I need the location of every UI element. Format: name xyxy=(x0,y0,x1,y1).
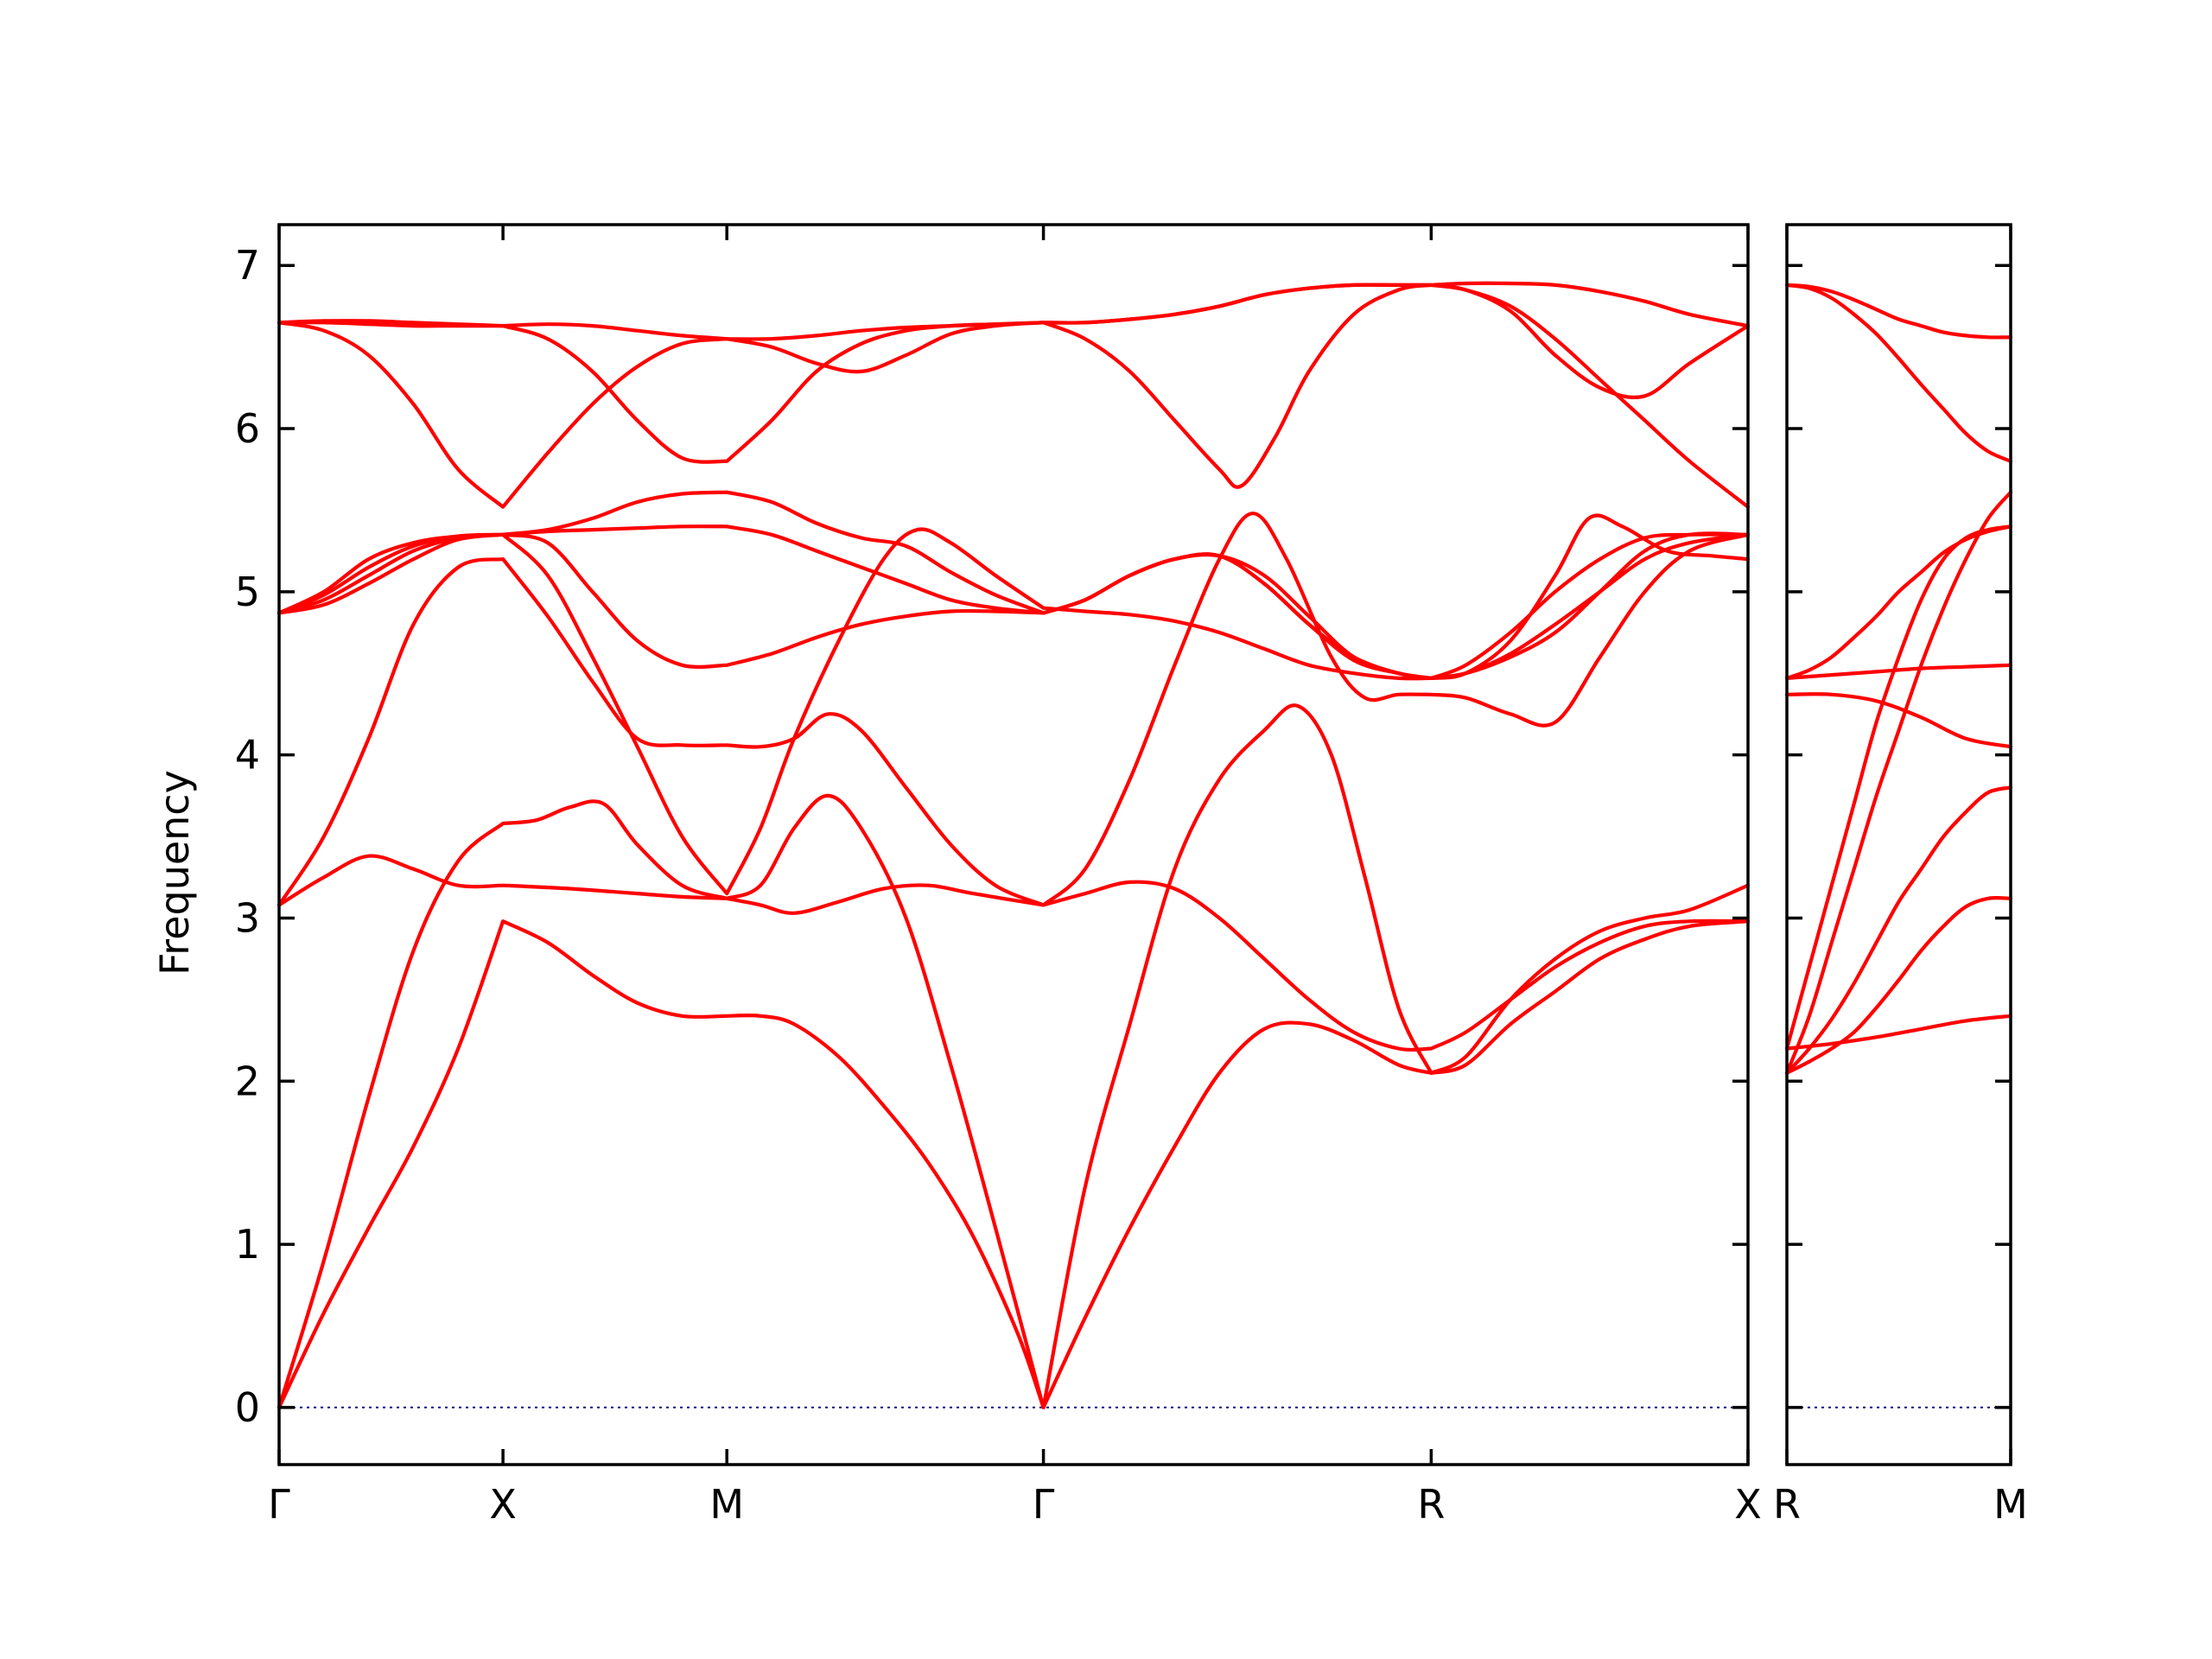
x-tick-label: Γ xyxy=(268,1481,290,1528)
band-7 xyxy=(276,513,1751,680)
band-6 xyxy=(1784,692,2013,749)
band-9 xyxy=(1784,283,2013,340)
band-10 xyxy=(276,283,1751,509)
band-1 xyxy=(1784,895,2013,1075)
band-3 xyxy=(276,854,1751,1052)
y-tick-label: 2 xyxy=(235,1058,260,1104)
main-panel: Γ X M Γ R X 0 1 2 3 4 5 6 7 xyxy=(235,223,1762,1528)
x-tick-label: R xyxy=(1417,1481,1445,1528)
band-7 xyxy=(1784,663,2013,680)
x-tick-label: M xyxy=(1993,1481,2028,1528)
y-tick-label: 7 xyxy=(235,242,260,289)
x-tick-label: Γ xyxy=(1033,1481,1055,1528)
band-3 xyxy=(1784,1014,2013,1051)
band-4 xyxy=(276,512,1751,907)
y-tick-label: 4 xyxy=(235,732,260,779)
axis-ticks xyxy=(1785,225,2012,1465)
band-5 xyxy=(1784,490,2013,1075)
axis-ticks xyxy=(277,225,1750,1465)
band-5 xyxy=(276,527,1751,896)
band-8 xyxy=(276,490,1751,680)
band-2 xyxy=(1784,785,2013,1075)
x-tick-label: X xyxy=(1734,1481,1762,1528)
band-8 xyxy=(1784,524,2013,680)
band-1 xyxy=(276,919,1751,1409)
band-4 xyxy=(1784,524,2013,1051)
right-plot-frame xyxy=(1785,223,2012,1466)
y-tick-label: 5 xyxy=(235,569,260,615)
band-11 xyxy=(276,281,1751,374)
y-tick-label: 3 xyxy=(235,894,260,941)
x-tick-label: M xyxy=(709,1481,744,1528)
band-6 xyxy=(276,524,1751,680)
phonon-bands xyxy=(1784,283,2013,1075)
band-10 xyxy=(1784,283,2013,463)
y-tick-labels: 0 1 2 3 4 5 6 7 xyxy=(235,242,260,1431)
y-axis-label: Frequency xyxy=(151,770,198,976)
phonon-bands xyxy=(276,281,1751,1409)
band-2 xyxy=(276,703,1751,1409)
main-plot-frame xyxy=(277,223,1750,1466)
y-tick-label: 6 xyxy=(235,405,260,452)
y-tick-label: 0 xyxy=(235,1384,260,1431)
x-tick-label: R xyxy=(1773,1481,1801,1528)
x-tick-label: X xyxy=(489,1481,517,1528)
band-9 xyxy=(276,283,1751,509)
y-tick-label: 1 xyxy=(235,1221,260,1268)
